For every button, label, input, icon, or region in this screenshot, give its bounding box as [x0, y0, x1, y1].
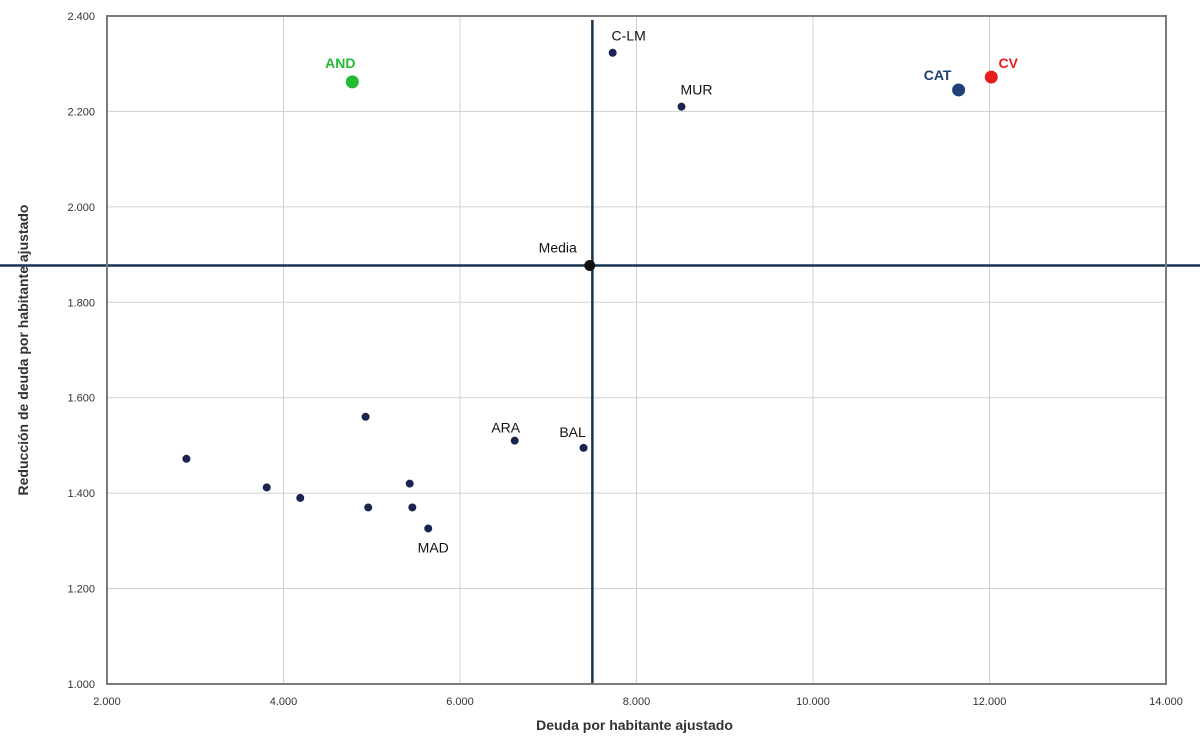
data-point-9	[182, 454, 191, 463]
data-point-c-lm	[608, 48, 617, 57]
x-tick-label: 10.000	[796, 696, 830, 708]
x-tick-label: 8.000	[623, 696, 651, 708]
x-tick-label: 14.000	[1149, 696, 1183, 708]
y-tick-label: 2.000	[67, 202, 95, 214]
x-axis-title: Deuda por habitante ajustado	[536, 717, 733, 733]
data-points	[182, 48, 998, 533]
y-tick-label: 1.400	[67, 488, 95, 500]
data-point-14	[405, 479, 414, 488]
point-label-media: Media	[539, 240, 577, 256]
point-label-and: AND	[325, 55, 355, 71]
data-point-and	[345, 75, 359, 89]
data-point-12	[361, 412, 370, 421]
point-label-mur: MUR	[681, 82, 713, 98]
point-label-mad: MAD	[418, 539, 449, 555]
y-tick-label: 1.600	[67, 393, 95, 405]
data-point-cat	[952, 83, 966, 97]
grid	[106, 15, 1167, 685]
data-point-mur	[677, 102, 686, 111]
x-tick-label: 12.000	[973, 696, 1007, 708]
data-point-media	[584, 260, 596, 272]
data-point-ara	[510, 436, 519, 445]
reference-lines	[0, 20, 1200, 684]
y-axis-title: Reducción de deuda por habitante ajustad…	[15, 205, 31, 496]
point-label-bal: BAL	[559, 424, 586, 440]
data-point-13	[364, 503, 373, 512]
point-label-cv: CV	[999, 55, 1019, 71]
x-tick-label: 4.000	[270, 696, 298, 708]
data-point-bal	[579, 443, 588, 452]
data-point-11	[296, 493, 305, 502]
data-point-15	[408, 503, 417, 512]
point-label-c-lm: C-LM	[612, 28, 646, 44]
plot-frame	[106, 15, 1167, 685]
x-tick-label: 2.000	[93, 696, 121, 708]
point-label-cat: CAT	[924, 67, 952, 83]
y-tick-label: 2.400	[67, 11, 95, 23]
point-labels: AND C-LM MUR CAT CV Media ARA BAL MAD	[325, 28, 1018, 556]
y-axis-ticks: 1.000 1.200 1.400 1.600 1.800 2.000 2.200 2.400	[67, 11, 95, 691]
x-tick-label: 6.000	[446, 696, 474, 708]
data-point-10	[262, 483, 271, 492]
y-tick-label: 1.000	[67, 679, 95, 691]
x-axis-ticks: 2.000 4.000 6.000 8.000 10.000 12.000 14.000	[93, 696, 1183, 708]
y-tick-label: 1.800	[67, 297, 95, 309]
y-tick-label: 2.200	[67, 106, 95, 118]
data-point-mad	[424, 524, 433, 533]
data-point-cv	[984, 70, 998, 84]
point-label-ara: ARA	[491, 420, 520, 436]
y-tick-label: 1.200	[67, 584, 95, 596]
